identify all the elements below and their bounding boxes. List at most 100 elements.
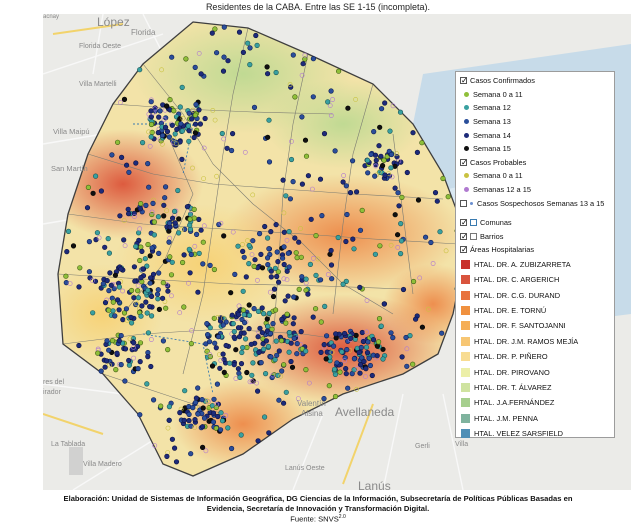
case-point	[283, 320, 289, 326]
case-point	[235, 325, 242, 331]
case-point	[148, 293, 155, 300]
case-point	[145, 287, 151, 293]
case-point	[107, 362, 112, 368]
case-point	[230, 130, 236, 137]
case-point	[166, 134, 172, 140]
case-point	[170, 215, 176, 221]
legend-suspect[interactable]: Casos Sospechosos Semanas 13 a 15	[460, 196, 610, 210]
case-point	[248, 341, 254, 347]
hospital-color-swatch	[461, 306, 470, 316]
case-point	[335, 234, 341, 241]
case-point	[167, 96, 173, 103]
case-point	[155, 287, 161, 293]
case-point	[344, 211, 350, 218]
case-point	[161, 202, 167, 208]
case-point	[425, 306, 431, 312]
label-florida-oeste: Florida Oeste	[79, 43, 121, 50]
case-point	[326, 383, 332, 389]
case-point	[244, 369, 250, 376]
case-point	[305, 291, 311, 297]
case-point	[169, 293, 174, 299]
case-point	[345, 105, 351, 111]
case-point	[198, 227, 204, 233]
case-point	[354, 189, 360, 195]
case-point	[255, 388, 261, 394]
checkbox-comunas[interactable]	[460, 219, 467, 227]
case-point	[340, 179, 346, 185]
case-point	[135, 288, 141, 294]
case-point	[123, 306, 129, 312]
legend-comunas[interactable]: Comunas	[460, 216, 610, 230]
case-point	[221, 233, 227, 239]
case-point	[317, 176, 324, 182]
checkbox-probable[interactable]	[460, 158, 467, 166]
case-point	[236, 29, 243, 35]
case-point	[299, 181, 306, 187]
case-point	[419, 324, 426, 330]
case-point	[84, 205, 91, 211]
case-point	[310, 255, 316, 261]
case-point	[238, 361, 245, 367]
case-point	[211, 396, 217, 402]
case-point	[279, 316, 285, 323]
case-point	[357, 284, 363, 291]
case-point	[247, 379, 253, 385]
checkbox-suspect[interactable]	[460, 199, 467, 207]
case-point	[388, 330, 394, 336]
checkbox-areas[interactable]	[460, 246, 467, 254]
case-point	[204, 321, 210, 327]
case-point	[324, 333, 330, 339]
case-point	[377, 124, 383, 130]
case-point	[147, 253, 153, 259]
case-point	[121, 237, 127, 243]
legend-comunas-label: Comunas	[480, 218, 512, 228]
case-point	[272, 357, 278, 363]
case-point	[265, 71, 271, 77]
checkbox-barrios[interactable]	[460, 232, 467, 240]
legend-confirmed-header[interactable]: Casos Confirmados	[460, 74, 610, 88]
case-point	[340, 281, 346, 287]
case-point	[146, 129, 151, 135]
hospital-label: HTAL. DR. A. ZUBIZARRETA	[474, 259, 571, 269]
case-point	[86, 269, 93, 275]
pegman-control[interactable]	[69, 447, 83, 475]
label-la-tablada: La Tablada	[51, 441, 85, 448]
case-point	[192, 112, 198, 118]
case-point	[280, 177, 286, 183]
case-point	[295, 396, 301, 401]
case-point	[291, 315, 297, 321]
case-point	[163, 103, 170, 109]
case-point	[177, 310, 183, 316]
hospital-area-item: HTAL. DR. C. ARGERICH	[460, 272, 610, 287]
case-point	[209, 30, 215, 36]
hospital-area-item: HTAL. DR. F. SANTOJANNI	[460, 318, 610, 333]
case-point	[167, 254, 173, 260]
case-point	[376, 316, 383, 322]
legend-probable-header[interactable]: Casos Probables	[460, 156, 610, 170]
case-point	[329, 276, 335, 282]
hospital-color-swatch	[461, 383, 470, 393]
case-point	[194, 231, 200, 237]
case-point	[102, 300, 109, 306]
case-point	[230, 229, 236, 235]
comunas-swatch-icon	[470, 219, 477, 227]
case-point	[293, 250, 299, 256]
case-point	[378, 323, 384, 329]
case-point	[192, 121, 199, 127]
checkbox-confirmed[interactable]	[460, 77, 467, 85]
label-villa: Villa	[455, 441, 468, 448]
confirmed-week-label: Semana 14	[473, 130, 511, 140]
case-point	[432, 190, 439, 196]
legend-barrios[interactable]: Barrios	[460, 230, 610, 244]
case-point	[218, 427, 224, 433]
case-point	[198, 71, 204, 77]
case-point	[189, 116, 195, 122]
case-point	[310, 56, 317, 62]
legend-areas[interactable]: Áreas Hospitalarias	[460, 243, 610, 257]
case-point	[197, 121, 203, 127]
case-point	[186, 246, 192, 252]
case-point	[370, 337, 377, 343]
case-point	[390, 335, 396, 341]
case-point	[309, 186, 315, 192]
case-point	[299, 114, 305, 120]
